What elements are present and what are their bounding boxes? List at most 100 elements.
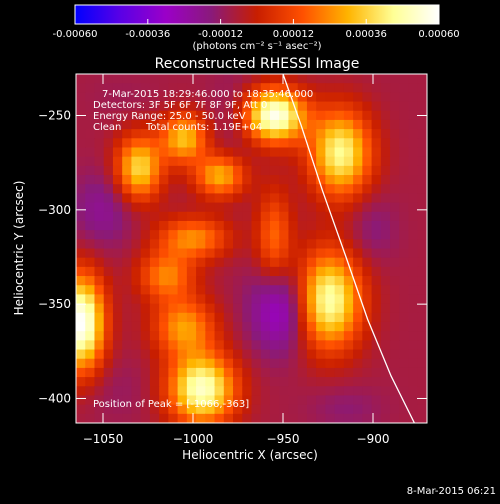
solar-limb-curve — [282, 74, 415, 423]
heatmap-cell — [131, 303, 142, 314]
heatmap-cell — [260, 230, 271, 240]
heatmap-cell — [417, 74, 427, 84]
heatmap-cell — [186, 349, 197, 360]
heatmap-cell — [149, 331, 160, 341]
heatmap-cell — [94, 395, 105, 406]
heatmap-cell — [205, 92, 216, 103]
heatmap-cell — [131, 413, 142, 423]
heatmap-cell — [417, 386, 427, 397]
heatmap-cell — [76, 303, 86, 314]
heatmap-cell — [269, 211, 280, 222]
heatmap-cell — [122, 349, 133, 360]
heatmap-cell — [85, 303, 96, 314]
heatmap-cell — [85, 395, 96, 406]
y-axis-label: Heliocentric Y (arcsec) — [12, 181, 26, 316]
heatmap-cell — [94, 404, 105, 415]
heatmap-cell — [122, 285, 133, 296]
heatmap-cell — [316, 230, 326, 240]
heatmap-cell — [288, 248, 299, 259]
heatmap-cell — [177, 413, 188, 423]
heatmap-cell — [260, 285, 271, 296]
heatmap-cell — [399, 358, 410, 369]
heatmap-cell — [306, 239, 317, 250]
heatmap-cell — [408, 404, 419, 415]
heatmap-cell — [242, 129, 253, 139]
heatmap-cell — [380, 303, 391, 314]
heatmap-cell — [334, 294, 345, 305]
heatmap-cell — [233, 413, 243, 423]
heatmap-cell — [380, 156, 391, 167]
heatmap-cell — [399, 331, 410, 341]
heatmap-cell — [417, 119, 427, 130]
heatmap-cell — [362, 239, 373, 250]
heatmap-cell — [343, 266, 354, 277]
heatmap-cell — [177, 156, 188, 167]
heatmap-cell — [390, 349, 400, 360]
heatmap-cell — [408, 193, 419, 204]
heatmap-cell — [316, 367, 326, 378]
heatmap-cell — [380, 220, 391, 231]
heatmap-cell — [260, 367, 271, 378]
heatmap-cell — [131, 285, 142, 296]
heatmap-cell — [85, 377, 96, 387]
heatmap-cell — [380, 395, 391, 406]
heatmap-cell — [390, 129, 400, 139]
heatmap-cell — [159, 92, 169, 103]
heatmap-cell — [408, 74, 419, 84]
heatmap-cell — [343, 303, 354, 314]
heatmap-cell — [177, 101, 188, 112]
heatmap-cell — [214, 165, 225, 176]
heatmap-cell — [168, 202, 179, 213]
heatmap-cell — [334, 349, 345, 360]
heatmap-cell — [353, 138, 363, 149]
heatmap-cell — [223, 303, 234, 314]
heatmap-cell — [233, 312, 243, 323]
heatmap-cell — [168, 220, 179, 231]
heatmap-cell — [149, 303, 160, 314]
heatmap-cell — [343, 349, 354, 360]
heatmap-cell — [168, 92, 179, 103]
heatmap-cell — [362, 184, 373, 194]
heatmap-cell — [260, 211, 271, 222]
annotation-peak-position: Position of Peak = [-1066,-363] — [93, 399, 249, 410]
heatmap-cell — [279, 147, 290, 158]
heatmap-cell — [269, 303, 280, 314]
heatmap-cell — [297, 248, 308, 259]
heatmap-cell — [196, 386, 206, 397]
heatmap-cell — [371, 230, 382, 240]
heatmap-cell — [177, 404, 188, 415]
heatmap-cell — [177, 276, 188, 286]
heatmap-cell — [94, 276, 105, 286]
colorbar-tick-label: -0.00036 — [125, 29, 170, 40]
heatmap-cell — [362, 349, 373, 360]
heatmap-cell — [177, 165, 188, 176]
heatmap-cell — [140, 349, 151, 360]
heatmap-cell — [205, 83, 216, 93]
heatmap-cell — [168, 165, 179, 176]
heatmap-cell — [112, 395, 123, 406]
heatmap-cell — [205, 404, 216, 415]
heatmap-cell — [103, 184, 114, 194]
heatmap-cell — [140, 193, 151, 204]
heatmap-cell — [399, 266, 410, 277]
heatmap-cell — [186, 156, 197, 167]
heatmap-cell — [399, 248, 410, 259]
heatmap-cell — [260, 377, 271, 387]
heatmap-cell — [260, 340, 271, 351]
heatmap-cell — [288, 358, 299, 369]
heatmap-cell — [269, 184, 280, 194]
heatmap-cell — [371, 74, 382, 84]
heatmap-cell — [334, 220, 345, 231]
heatmap-cell — [223, 220, 234, 231]
heatmap-cell — [140, 395, 151, 406]
heatmap-cell — [186, 202, 197, 213]
heatmap-cell — [159, 331, 169, 341]
heatmap-cell — [214, 294, 225, 305]
heatmap-cell — [159, 220, 169, 231]
heatmap-cell — [196, 331, 206, 341]
heatmap-cell — [306, 230, 317, 240]
heatmap-cell — [85, 294, 96, 305]
heatmap-cell — [196, 312, 206, 323]
heatmap-cell — [205, 266, 216, 277]
heatmap-cell — [140, 138, 151, 149]
